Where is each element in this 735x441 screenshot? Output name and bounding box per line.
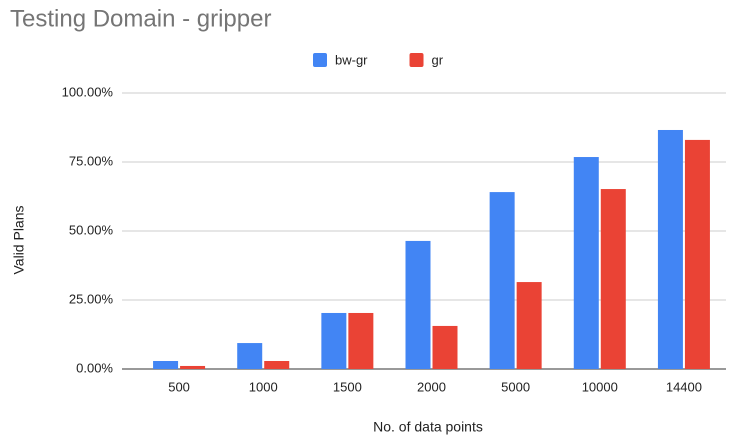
x-axis-label: No. of data points (373, 419, 483, 435)
x-tick-label: 14400 (666, 379, 702, 394)
bar (237, 343, 263, 369)
y-tick-label: 0.00% (76, 360, 113, 375)
bar (600, 189, 626, 369)
legend-label: gr (432, 52, 444, 67)
bar (573, 157, 599, 369)
y-tick-label: 100.00% (62, 84, 114, 99)
x-tick-label: 1500 (333, 379, 362, 394)
chart-title: Testing Domain - gripper (10, 5, 271, 32)
x-tick-label: 10000 (582, 379, 618, 394)
bar (684, 139, 710, 369)
y-tick-label: 25.00% (69, 291, 114, 306)
bar (405, 240, 431, 369)
y-tick-label: 75.00% (69, 153, 114, 168)
x-tick-label: 1000 (249, 379, 278, 394)
legend-label: bw-gr (335, 52, 368, 67)
bar (516, 282, 542, 369)
bar (153, 360, 179, 369)
x-tick-label: 500 (168, 379, 190, 394)
bar (348, 312, 374, 369)
bar (489, 192, 515, 369)
y-axis-label: Valid Plans (11, 205, 27, 274)
x-tick-label: 2000 (417, 379, 446, 394)
bar (657, 129, 683, 369)
bar (432, 325, 458, 369)
bar (321, 312, 347, 369)
x-tick-label: 5000 (501, 379, 530, 394)
bar (180, 365, 206, 369)
bar (264, 360, 290, 369)
legend-swatch (409, 53, 424, 67)
legend-swatch (313, 53, 327, 67)
y-tick-label: 50.00% (69, 222, 114, 237)
